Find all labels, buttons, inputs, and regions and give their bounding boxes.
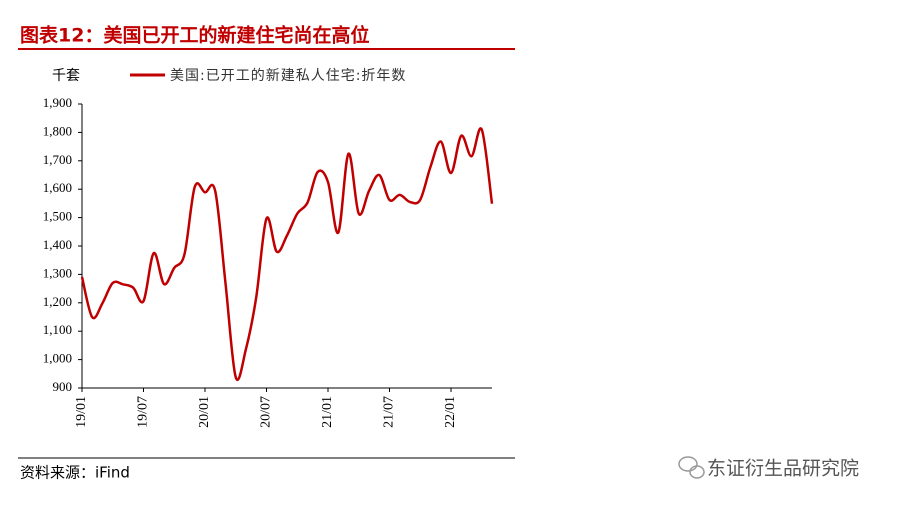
x-tick-label: 20/01	[197, 396, 212, 428]
y-tick-label: 900	[53, 379, 73, 394]
watermark: 东证衍生品研究院	[707, 458, 859, 480]
x-tick-label: 19/01	[74, 396, 89, 428]
y-tick-label: 1,700	[43, 152, 72, 167]
y-tick-label: 1,600	[43, 180, 72, 195]
y-tick-label: 1,400	[43, 237, 72, 252]
x-tick-label: 20/07	[259, 396, 274, 428]
x-tick-label: 22/01	[443, 396, 458, 428]
source: 资料来源：iFind	[20, 464, 130, 482]
y-tick-label: 1,300	[43, 265, 72, 280]
y-axis-unit: 千套	[52, 68, 80, 84]
y-tick-label: 1,100	[43, 322, 72, 337]
x-tick-label: 19/07	[136, 396, 151, 428]
y-tick-label: 1,800	[43, 123, 72, 138]
y-tick-label: 1,500	[43, 209, 72, 224]
x-tick-label: 21/07	[382, 396, 397, 428]
y-tick-label: 1,200	[43, 294, 72, 309]
y-tick-label: 1,900	[43, 95, 72, 110]
x-tick-label: 21/01	[320, 396, 335, 428]
chart-title: 图表12：美国已开工的新建住宅尚在高位	[20, 24, 369, 47]
line-series	[80, 127, 494, 381]
legend-label: 美国:已开工的新建私人住宅:折年数	[170, 68, 407, 84]
y-tick-label: 1,000	[43, 351, 72, 366]
wechat-icon	[678, 456, 705, 479]
